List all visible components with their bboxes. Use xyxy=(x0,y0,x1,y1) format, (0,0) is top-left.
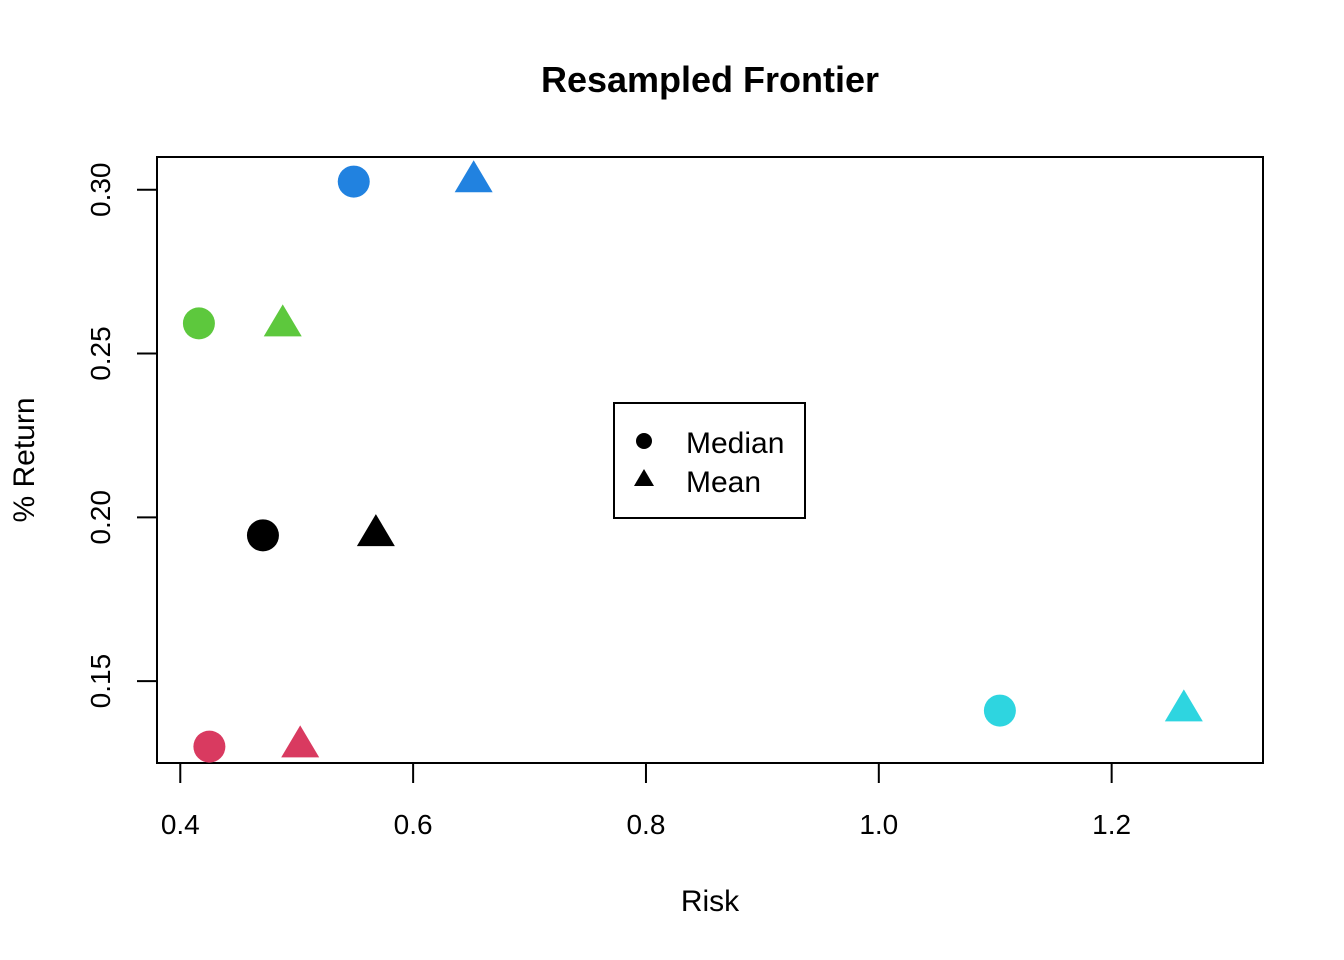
y-axis-label: % Return xyxy=(8,397,41,522)
legend-box xyxy=(613,402,806,519)
y-tick-label: 0.20 xyxy=(85,490,116,545)
chart-title: Resampled Frontier xyxy=(541,59,879,100)
data-points xyxy=(182,160,1203,763)
mean-point xyxy=(454,160,493,193)
median-point xyxy=(983,694,1016,727)
x-axis: 0.4 0.6 0.8 1.0 1.2 xyxy=(161,762,1131,840)
mean-point xyxy=(263,304,302,337)
median-point xyxy=(182,307,215,340)
legend-label-median: Median xyxy=(686,427,784,460)
y-axis: 0.15 0.20 0.25 0.30 xyxy=(85,163,158,709)
mean-point xyxy=(1164,689,1203,722)
median-point xyxy=(193,730,226,763)
mean-point xyxy=(356,514,395,547)
x-axis-label: Risk xyxy=(681,885,740,918)
median-point xyxy=(246,519,279,552)
legend: Median Mean xyxy=(613,402,806,519)
y-tick-label: 0.30 xyxy=(85,163,116,218)
x-tick-label: 0.6 xyxy=(394,809,433,840)
legend-triangle-icon xyxy=(634,469,654,486)
x-tick-label: 0.8 xyxy=(626,809,665,840)
legend-circle-icon xyxy=(636,433,652,449)
legend-label-mean: Mean xyxy=(686,466,761,499)
x-tick-label: 1.0 xyxy=(859,809,898,840)
x-tick-label: 0.4 xyxy=(161,809,200,840)
y-tick-label: 0.25 xyxy=(85,326,116,381)
median-point xyxy=(337,165,370,198)
x-tick-label: 1.2 xyxy=(1092,809,1131,840)
y-tick-label: 0.15 xyxy=(85,654,116,709)
mean-point xyxy=(281,725,320,758)
